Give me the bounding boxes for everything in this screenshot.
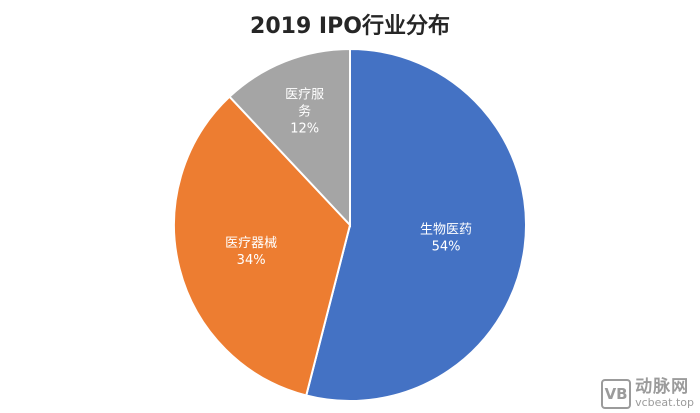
slice-3-percent-label: 12% [290,121,319,136]
slice-2-category-label: 医疗器械 [225,236,277,251]
watermark-name: 动脉网 [635,377,690,398]
watermark-logo-icon: VB [601,379,632,409]
slice-2-percent-label: 34% [237,253,266,268]
slice-3-category-label: 务 [298,103,311,119]
pie-slice-1 [305,47,527,402]
watermark-url: vcbeat.top [635,396,694,410]
watermark: VB 动脉网 vcbeat.top [601,377,694,410]
pie-slice-3 [228,47,351,228]
slice-1-category-label: 生物医药 [420,223,472,238]
slice-3-category-label: 医疗服 [285,87,324,102]
chart-title: 2019 IPO行业分布 [250,14,450,39]
slice-1-percent-label: 54% [432,240,461,255]
pie-slice-2 [173,95,352,397]
watermark-text: 动脉网 vcbeat.top [635,377,694,410]
